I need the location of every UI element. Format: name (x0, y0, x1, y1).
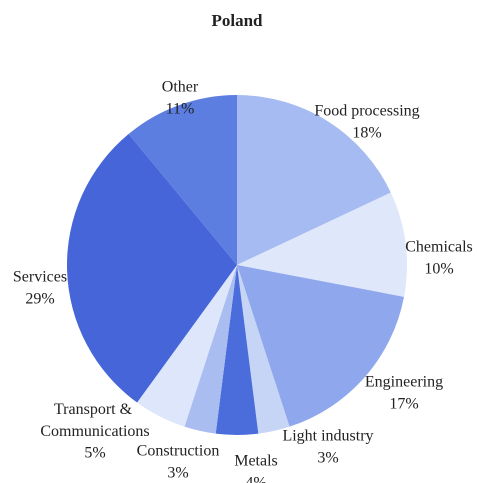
pie-slice (137, 265, 237, 427)
slice-value-label: 3% (167, 465, 188, 482)
pie-slice (237, 265, 290, 434)
slice-label: Transport & Communications (40, 401, 149, 440)
pie-slice (128, 95, 237, 265)
pie-slice (184, 265, 237, 434)
slice-label: Food processing (314, 103, 419, 120)
slice-value-label: 11% (166, 101, 195, 118)
slice-label: Other (162, 79, 199, 96)
slice-label: Services (13, 269, 67, 286)
slice-label: Chemicals (405, 239, 473, 256)
slice-value-label: 4% (245, 475, 266, 483)
pie-slice (237, 192, 407, 297)
slice-value-label: 17% (389, 396, 418, 413)
pie-slice (66, 134, 237, 403)
chart-title: Poland (211, 11, 263, 30)
slice-label: Engineering (365, 374, 443, 391)
pie-slice (215, 265, 259, 435)
pie-slice (237, 95, 391, 265)
slice-label: Metals (234, 453, 278, 470)
pie-slice (237, 265, 404, 427)
slice-label: Light industry (282, 428, 373, 445)
slice-value-label: 10% (424, 261, 453, 278)
slice-label: Construction (137, 443, 220, 460)
slice-value-label: 3% (317, 450, 338, 467)
slice-value-label: 29% (25, 291, 54, 308)
slice-value-label: 18% (352, 125, 381, 142)
slice-value-label: 5% (84, 445, 105, 462)
